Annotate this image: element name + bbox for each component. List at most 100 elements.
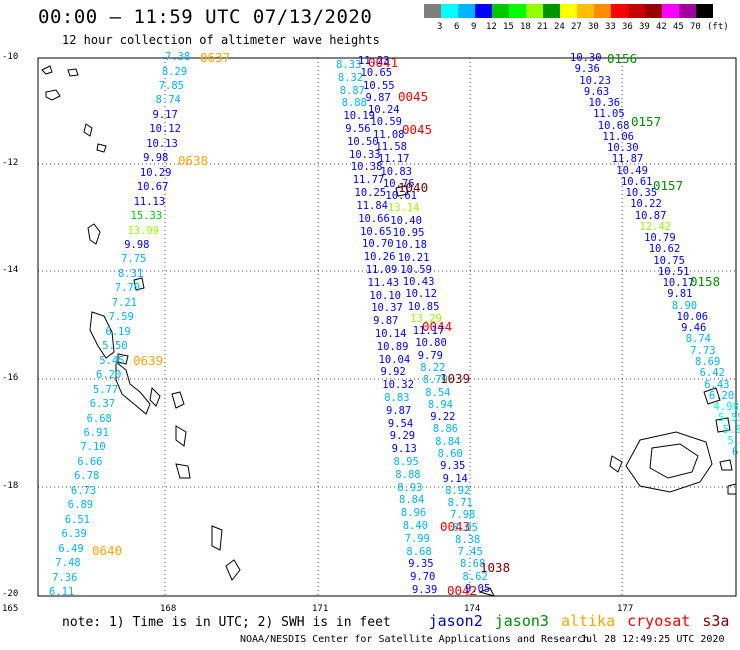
wave-height-value: 8.74 [685, 333, 711, 346]
color-swatch [662, 4, 679, 18]
wave-height-value: 9.13 [391, 443, 417, 456]
track-time-label: 0637 [200, 50, 231, 65]
wave-height-value: 8.22 [420, 362, 446, 374]
wave-height-value: 10.23 [579, 74, 611, 87]
lat-label: -16 [2, 373, 19, 383]
wave-height-value: 10.17 [662, 277, 695, 290]
island-outline [87, 223, 101, 245]
wave-height-value: 13.14 [387, 202, 420, 215]
wave-height-value: 13.29 [410, 312, 442, 325]
island-outline [83, 123, 93, 137]
island-outline [478, 587, 495, 597]
wave-height-value: 8.93 [397, 481, 423, 494]
lat-label: -12 [2, 158, 19, 168]
wave-height-value: 6.20 [708, 389, 735, 402]
track-time-label: 1039 [440, 371, 471, 386]
color-swatch [543, 4, 560, 18]
wave-height-value: 6.58 [732, 446, 740, 458]
wave-height-value: 8.92 [445, 484, 471, 497]
track-time-label: 0041 [368, 55, 399, 70]
wave-height-value: 10.61 [620, 175, 653, 188]
wave-height-value: 9.87 [365, 91, 391, 104]
wave-height-value: 9.87 [386, 404, 412, 417]
wave-height-value: 5.77 [92, 383, 119, 396]
track-time-label: 0638 [178, 153, 209, 168]
island-outline [117, 353, 129, 365]
wave-height-value: 10.85 [407, 300, 440, 313]
track-time-label: 0157 [631, 114, 662, 129]
wave-height-value: 10.13 [146, 137, 178, 150]
wave-height-value: 7.73 [690, 344, 716, 357]
island-outline [715, 417, 731, 433]
island-outline [133, 277, 145, 291]
wave-height-value: 10.26 [363, 251, 396, 264]
track-time-label: 0043 [440, 519, 471, 534]
color-swatch [696, 4, 713, 18]
wave-height-value: 4.98 [713, 401, 739, 413]
wave-height-value: 10.10 [369, 289, 401, 302]
wave-height-value: 8.69 [695, 355, 721, 368]
wave-height-value: 8.68 [406, 545, 432, 558]
color-scale-swatches [424, 4, 713, 18]
wave-height-value: 10.18 [395, 239, 427, 252]
wave-height-value: 8.90 [671, 299, 698, 312]
wave-height-value: 8.62 [462, 570, 488, 583]
wave-height-value: 10.30 [570, 52, 602, 64]
note-text: note: 1) Time is in UTC; 2) SWH is in fe… [62, 615, 391, 630]
wave-height-value: 9.98 [143, 152, 169, 165]
wave-height-value: 10.32 [382, 379, 414, 392]
color-swatch [458, 4, 475, 18]
wave-height-value: 9.05 [465, 583, 491, 595]
island-outline [625, 431, 713, 493]
wave-height-value: 5.50 [102, 340, 128, 353]
wave-height-value: 10.37 [371, 302, 403, 315]
wave-height-value: 11.77 [352, 174, 385, 187]
color-scale-tick: 24 [554, 22, 565, 32]
wave-height-value: 10.19 [343, 110, 375, 123]
color-swatch [577, 4, 594, 18]
wave-height-value: 8.32 [337, 71, 364, 84]
color-scale-unit: (ft) [707, 22, 729, 32]
wave-height-value: 10.35 [625, 187, 658, 200]
color-scale-tick: 9 [471, 22, 477, 32]
island-outline [175, 425, 187, 447]
wave-height-value: 10.06 [676, 310, 709, 323]
wave-height-value: 11.06 [602, 130, 634, 143]
wave-height-value: 8.88 [341, 97, 367, 110]
wave-height-value: 9.35 [408, 558, 434, 571]
wave-height-value: 12.42 [639, 220, 671, 233]
color-scale-legend: 3 6 9 12 15 18 21 24 27 30 33 36 39 42 45 70 (ft) [424, 4, 729, 32]
wave-height-value: 10.95 [392, 226, 425, 239]
wave-height-value: 8.74 [155, 94, 181, 107]
wave-height-value: 8.71 [447, 497, 473, 509]
track-time-label: 0156 [607, 51, 638, 66]
wave-height-value: 10.70 [362, 238, 394, 251]
wave-height-value: 8.83 [384, 391, 410, 404]
wave-height-value: 9.29 [389, 430, 416, 443]
wave-height-value: 9.17 [152, 108, 178, 121]
wave-height-value: 8.84 [399, 494, 425, 507]
wave-height-value: 7.36 [52, 571, 78, 584]
color-swatch [475, 4, 492, 18]
wave-height-value: 7.48 [55, 557, 81, 570]
wave-height-value: 6.43 [704, 378, 730, 391]
island-outline [96, 143, 107, 153]
wave-height-value: 9.46 [681, 322, 707, 335]
wave-height-value: 10.79 [644, 232, 676, 245]
wave-height-value: 9.81 [667, 288, 693, 301]
island-outline [609, 455, 623, 473]
island-outline [225, 559, 241, 581]
wave-height-value: 7.21 [111, 296, 137, 309]
wave-height-value: 8.87 [339, 84, 365, 97]
wave-height-value: 11.08 [372, 128, 405, 141]
wave-height-value: 8.79 [422, 374, 448, 387]
satellite-legend-cryosat: cryosat [627, 612, 691, 630]
wave-height-value: 9.70 [410, 571, 436, 584]
satellite-legend: jason2 jason3 altika cryosat s3a [429, 612, 740, 630]
track-time-label: 0158 [690, 274, 721, 289]
wave-height-value: 10.55 [363, 79, 395, 92]
wave-height-value: 6.39 [61, 528, 87, 541]
island-outline [149, 386, 161, 407]
wave-height-value: 7.75 [121, 253, 147, 266]
color-swatch [628, 4, 645, 18]
